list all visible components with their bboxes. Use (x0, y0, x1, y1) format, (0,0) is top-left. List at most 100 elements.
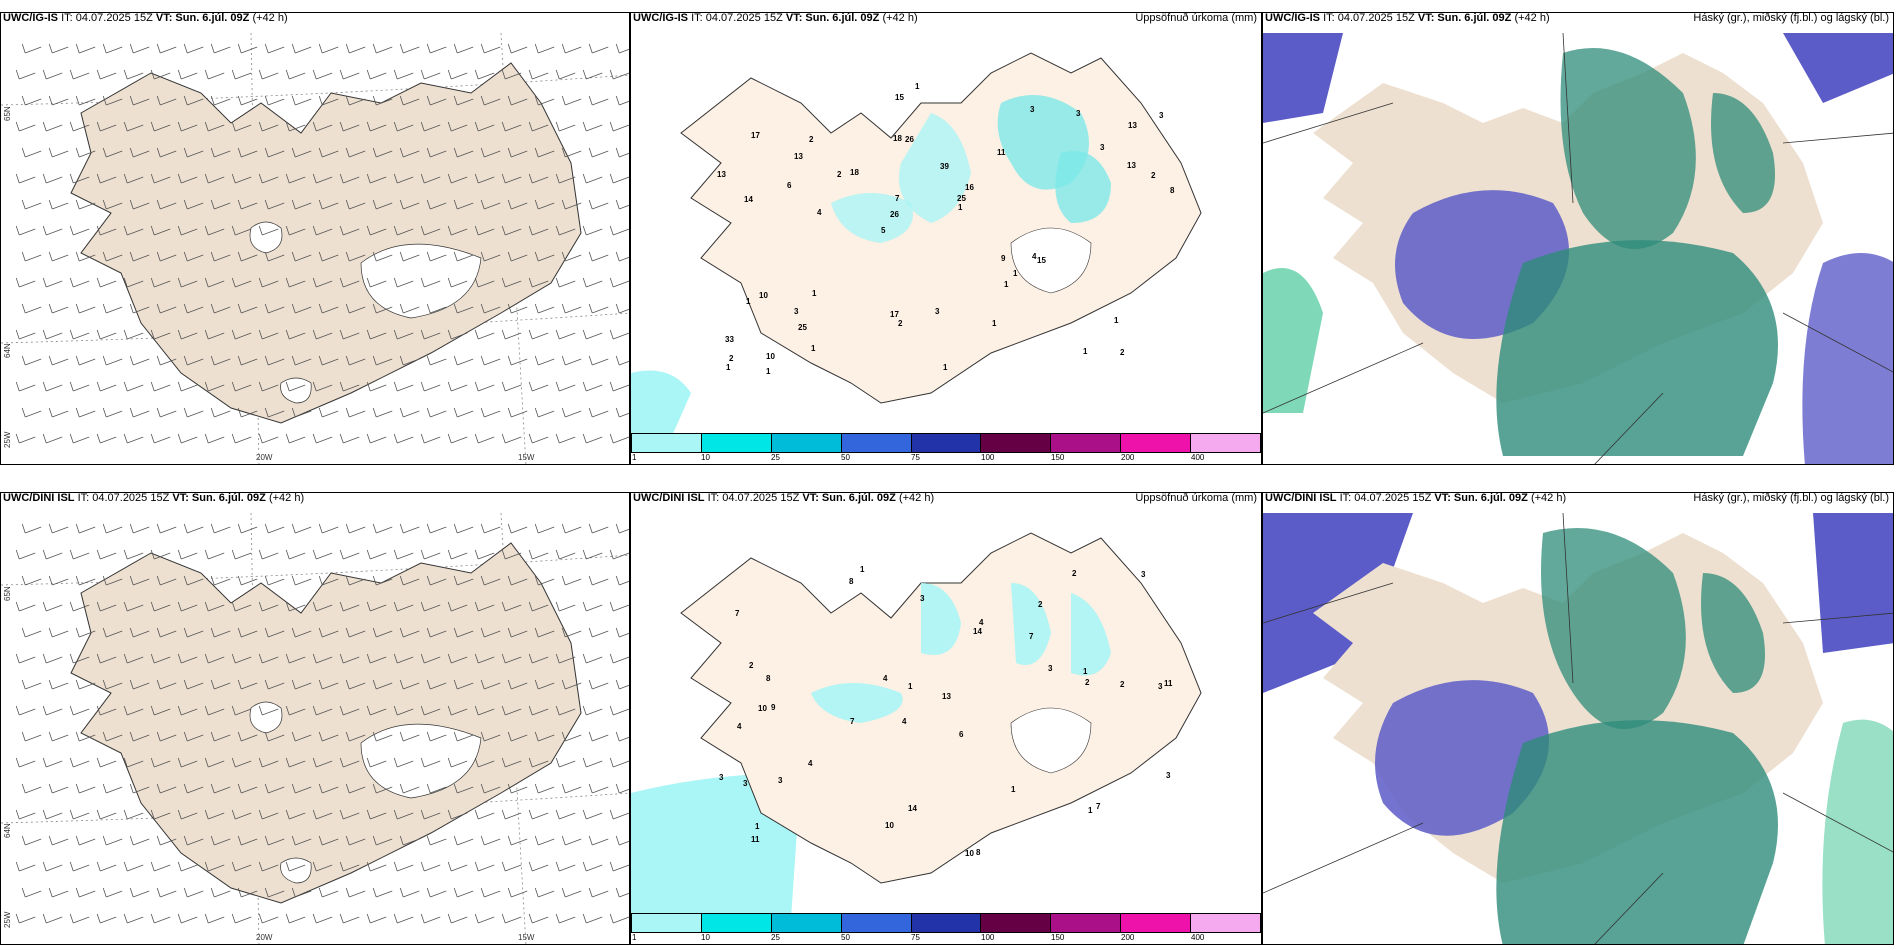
precip-value: 8 (1170, 186, 1175, 195)
wind-barb (345, 887, 366, 898)
wind-barb (453, 783, 474, 794)
wind-barb (426, 887, 447, 898)
wind-barb (453, 303, 474, 314)
precip-value: 17 (890, 310, 899, 319)
wind-barb (42, 381, 63, 392)
precip-value: 8 (849, 577, 854, 586)
wind-barb (372, 835, 393, 846)
wind-barb (312, 329, 333, 340)
wind-barb (345, 783, 366, 794)
precip-value: 17 (751, 131, 760, 140)
wind-barb (372, 355, 393, 366)
wind-barb (534, 355, 555, 366)
wind-barb (291, 95, 312, 106)
wind-barb (366, 653, 387, 664)
wind-barb (399, 835, 420, 846)
wind-barb (453, 575, 474, 586)
wind-barb (177, 225, 198, 236)
wind-barb (501, 329, 522, 340)
wind-barb (534, 523, 555, 534)
wind-barb (480, 835, 501, 846)
wind-barb (507, 887, 528, 898)
wind-barb (609, 653, 629, 664)
wind-barb (528, 173, 549, 184)
precip-value: 1 (1114, 316, 1119, 325)
wind-barb (204, 705, 225, 716)
wind-barb (258, 913, 279, 924)
precip-value: 2 (809, 135, 814, 144)
wind-barb (588, 523, 609, 534)
wind-barb (366, 173, 387, 184)
wind-barb (426, 147, 447, 158)
wind-barb (96, 433, 117, 444)
wind-barb (177, 913, 198, 924)
wind-barb (609, 433, 629, 444)
wind-barb (447, 757, 468, 768)
wind-barb (102, 523, 123, 534)
wind-barb (555, 121, 576, 132)
wind-barb (177, 809, 198, 820)
precip-value: 1 (1083, 347, 1088, 356)
wind-barb (21, 407, 42, 418)
wind-barb (453, 43, 474, 54)
wind-barb (582, 121, 603, 132)
wind-barb (318, 575, 339, 586)
wind-barb (210, 523, 231, 534)
precip-value: 10 (759, 291, 768, 300)
wind-barb (96, 913, 117, 924)
wind-barb (15, 757, 36, 768)
wind-barb (264, 355, 285, 366)
precip-value: 1 (1088, 806, 1093, 815)
wind-barb (480, 199, 501, 210)
wind-barb (312, 757, 333, 768)
wind-barb (588, 251, 609, 262)
wind-barb (42, 913, 63, 924)
wind-barb (474, 433, 495, 444)
wind-barb (96, 757, 117, 768)
precip-value: 4 (1032, 252, 1037, 261)
wind-barb (237, 523, 258, 534)
wind-barb (561, 887, 582, 898)
wind-barb (69, 601, 90, 612)
precip-value: 15 (1037, 256, 1046, 265)
wind-barb (291, 303, 312, 314)
wind-barb (177, 173, 198, 184)
wind-barb (102, 407, 123, 418)
wind-barb (258, 225, 279, 236)
wind-barb (96, 601, 117, 612)
wind-barb (474, 757, 495, 768)
wind-barb (96, 381, 117, 392)
wind-barb (183, 783, 204, 794)
wind-barb (609, 69, 629, 80)
wind-barb (588, 731, 609, 742)
wind-barb (264, 835, 285, 846)
wind-barb (210, 627, 231, 638)
wind-barb (183, 43, 204, 54)
wind-barb (264, 679, 285, 690)
lon-label: 20W (256, 453, 273, 462)
wind-barb (291, 355, 312, 366)
precip-value: 9 (1001, 254, 1006, 263)
precip-value: 4 (737, 722, 742, 731)
wind-barb (69, 549, 90, 560)
wind-barb (312, 277, 333, 288)
precip-colorbar (631, 913, 1261, 933)
wind-barb (210, 887, 231, 898)
wind-barb (264, 95, 285, 106)
wind-barb (345, 627, 366, 638)
wind-barb (48, 679, 69, 690)
wind-barb (453, 147, 474, 158)
wind-barb (507, 783, 528, 794)
wind-barb (345, 575, 366, 586)
wind-barb (426, 303, 447, 314)
wind-barb (372, 679, 393, 690)
wind-barb (345, 95, 366, 106)
wind-barb (582, 225, 603, 236)
wind-barb (534, 251, 555, 262)
wind-barb (285, 277, 306, 288)
precip-value: 3 (1159, 111, 1164, 120)
wind-barb (123, 225, 144, 236)
precip-value: 2 (1072, 569, 1077, 578)
wind-barb (123, 69, 144, 80)
wind-barb (291, 783, 312, 794)
